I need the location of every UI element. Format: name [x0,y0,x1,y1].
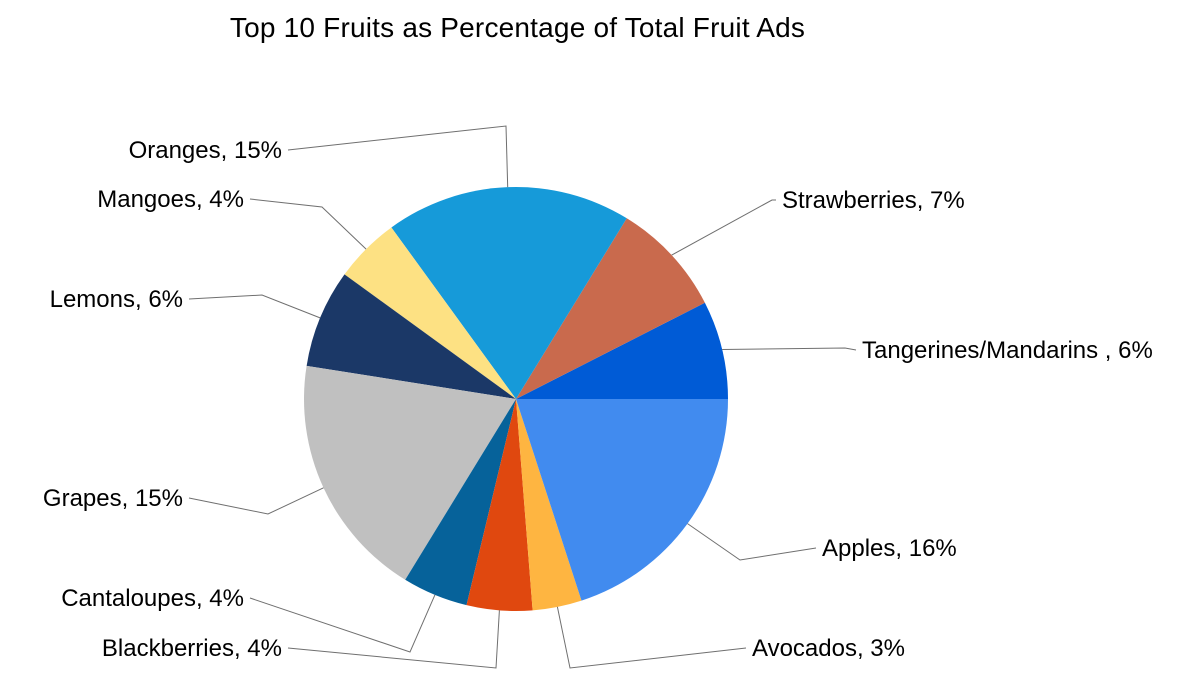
chart-title: Top 10 Fruits as Percentage of Total Fru… [229,12,806,43]
data-label: Avocados, 3% [752,635,905,662]
data-label: Lemons, 6% [50,286,183,313]
pie-slice-mangoes [344,227,516,399]
data-label: Mangoes, 4% [97,186,244,213]
leader-line [287,610,500,669]
leader-line [249,594,436,653]
pie-slice-strawberries [516,218,705,399]
data-label: Tangerines/Mandarins , 6% [862,337,1153,364]
leader-line [188,294,321,319]
leader-line [556,606,747,669]
pie-slice-cantaloupes [405,399,516,606]
data-label: Cantaloupes, 4% [61,585,244,612]
leader-line [249,198,367,250]
data-label: Apples, 16% [822,535,957,562]
leader-line [188,487,324,515]
data-label: Grapes, 15% [43,485,183,512]
data-label: Oranges, 15% [129,137,282,164]
pie-slice-oranges [391,187,627,399]
pie-slice-apples [516,399,728,601]
pie-slice-lemons [306,274,516,399]
leader-line [671,199,776,256]
data-label: Strawberries, 7% [782,187,965,214]
leader-line [722,347,857,351]
pie-slice-blackberries [466,399,533,612]
leader-line [687,523,817,561]
data-label: Blackberries, 4% [102,635,282,662]
pie-slice-avocados [516,399,582,611]
pie-slice-grapes [304,365,516,580]
pie-slice-tangerines-mandarins [516,302,728,399]
leader-line [287,125,509,188]
